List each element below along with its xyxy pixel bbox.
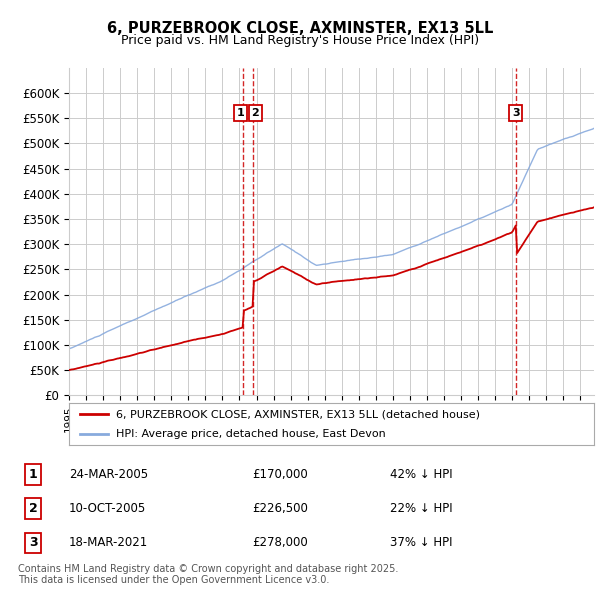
- Text: HPI: Average price, detached house, East Devon: HPI: Average price, detached house, East…: [116, 429, 386, 439]
- Text: £278,000: £278,000: [252, 536, 308, 549]
- Text: 3: 3: [512, 108, 520, 118]
- Text: Contains HM Land Registry data © Crown copyright and database right 2025.
This d: Contains HM Land Registry data © Crown c…: [18, 563, 398, 585]
- Text: 22% ↓ HPI: 22% ↓ HPI: [390, 502, 452, 515]
- Text: 24-MAR-2005: 24-MAR-2005: [69, 468, 148, 481]
- Text: 18-MAR-2021: 18-MAR-2021: [69, 536, 148, 549]
- Text: 42% ↓ HPI: 42% ↓ HPI: [390, 468, 452, 481]
- Text: 3: 3: [29, 536, 37, 549]
- Text: £226,500: £226,500: [252, 502, 308, 515]
- Text: 2: 2: [29, 502, 37, 515]
- Text: 37% ↓ HPI: 37% ↓ HPI: [390, 536, 452, 549]
- Text: 10-OCT-2005: 10-OCT-2005: [69, 502, 146, 515]
- Text: 6, PURZEBROOK CLOSE, AXMINSTER, EX13 5LL (detached house): 6, PURZEBROOK CLOSE, AXMINSTER, EX13 5LL…: [116, 409, 480, 419]
- Text: £170,000: £170,000: [252, 468, 308, 481]
- Text: 6, PURZEBROOK CLOSE, AXMINSTER, EX13 5LL: 6, PURZEBROOK CLOSE, AXMINSTER, EX13 5LL: [107, 21, 493, 35]
- Text: 2: 2: [251, 108, 259, 118]
- Text: Price paid vs. HM Land Registry's House Price Index (HPI): Price paid vs. HM Land Registry's House …: [121, 34, 479, 47]
- Text: 1: 1: [29, 468, 37, 481]
- Text: 1: 1: [237, 108, 245, 118]
